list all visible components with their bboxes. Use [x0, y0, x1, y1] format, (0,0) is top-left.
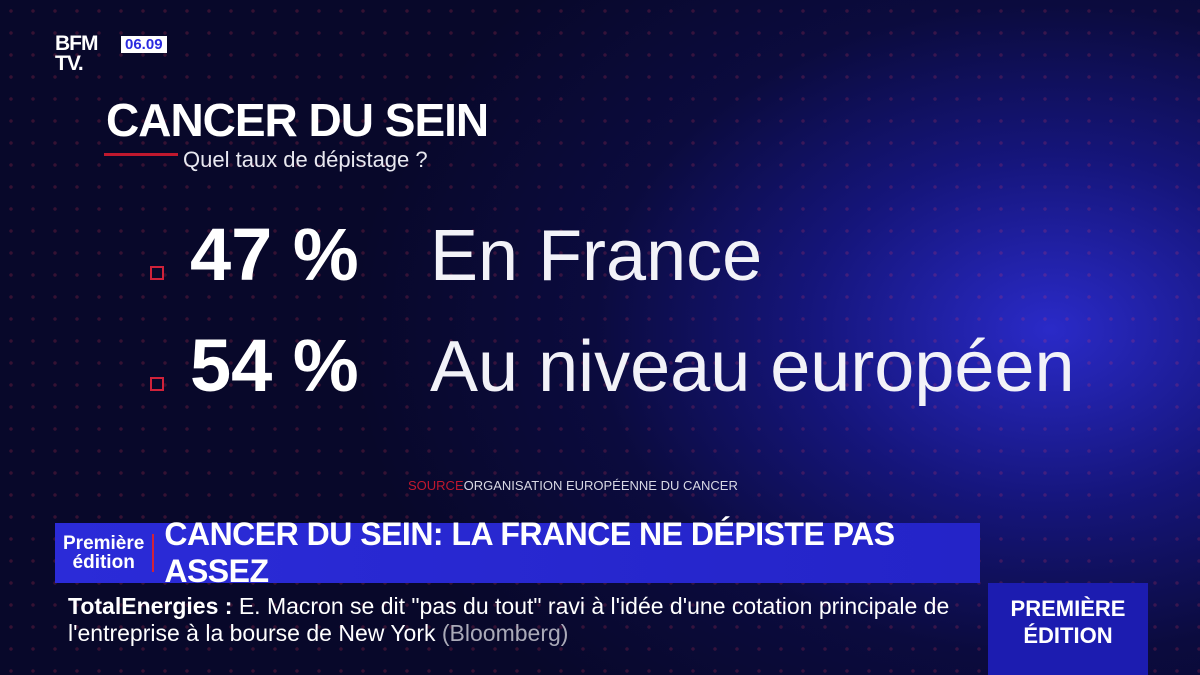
bullet-icon: [150, 377, 164, 391]
bfmtv-logo: BFM TV.: [55, 32, 98, 75]
clock: 06.09: [121, 36, 167, 53]
stat-row: 54 % Au niveau européen: [150, 323, 1075, 408]
show-logo: PREMIÈRE ÉDITION: [988, 583, 1148, 675]
stat-label: En France: [430, 216, 763, 296]
headline-banner: Première édition CANCER DU SEIN: LA FRANC…: [55, 516, 980, 589]
headline: CANCER DU SEIN: LA FRANCE NE DÉPISTE PAS…: [164, 516, 895, 589]
ticker-topic: TotalEnergies :: [68, 593, 233, 619]
stat-label: Au niveau européen: [430, 327, 1075, 407]
ticker-text: E. Macron se dit "pas du tout" ravi à l'…: [68, 593, 950, 646]
stat-row: 47 % En France: [150, 212, 762, 297]
source-text: ORGANISATION EUROPÉENNE DU CANCER: [463, 478, 738, 493]
ticker-source: (Bloomberg): [441, 620, 569, 646]
news-ticker: TotalEnergies : E. Macron se dit "pas du…: [68, 593, 968, 647]
source: SOURCEORGANISATION EUROPÉENNE DU CANCER: [408, 478, 738, 493]
subtitle: Quel taux de dépistage ?: [183, 147, 428, 172]
stat-value: 47 %: [190, 213, 359, 296]
stat-value: 54 %: [190, 324, 359, 407]
edition-label: Première édition: [55, 534, 155, 572]
source-label: SOURCE: [408, 478, 464, 493]
divider: [104, 153, 178, 156]
bullet-icon: [150, 266, 164, 280]
page-title: CANCER DU SEIN: [106, 94, 489, 146]
